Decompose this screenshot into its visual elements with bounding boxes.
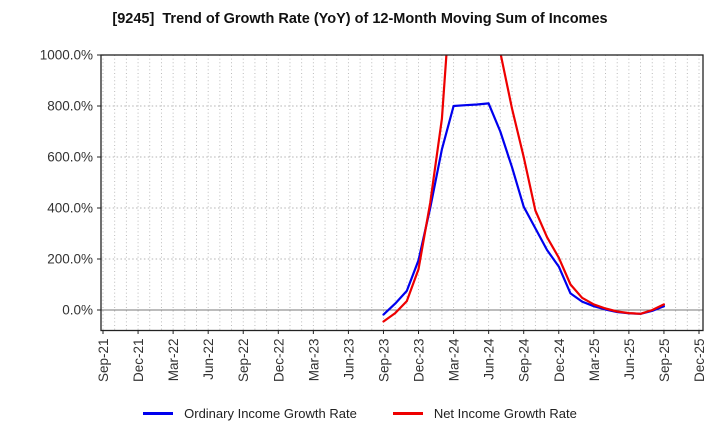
y-tick-label: 800.0% xyxy=(47,99,93,114)
x-tick-label: Mar-24 xyxy=(447,338,462,381)
y-tick-label: 0.0% xyxy=(62,303,93,318)
x-tick-label: Jun-22 xyxy=(201,339,216,380)
plot-border xyxy=(100,54,704,332)
legend: Ordinary Income Growth Rate Net Income G… xyxy=(0,401,720,425)
x-tick-label: Dec-21 xyxy=(131,339,146,383)
x-tick-label: Jun-24 xyxy=(482,338,497,380)
chart-title: [9245] Trend of Growth Rate (YoY) of 12-… xyxy=(112,11,608,27)
x-tick-label: Sep-24 xyxy=(517,338,532,382)
x-tick-label: Dec-25 xyxy=(692,339,707,383)
x-tick-label: Dec-24 xyxy=(552,338,567,382)
x-tick-label: Mar-23 xyxy=(306,339,321,382)
x-tick-label: Sep-21 xyxy=(96,339,111,383)
x-tick-label: Sep-22 xyxy=(236,339,251,383)
legend-item-net-income: Net Income Growth Rate xyxy=(392,405,577,421)
x-tick-label: Sep-25 xyxy=(657,339,672,383)
legend-swatch-net-line xyxy=(392,411,423,415)
x-tick-label: Mar-25 xyxy=(587,339,602,382)
x-tick-label: Sep-23 xyxy=(376,339,391,383)
x-tick-label: Mar-22 xyxy=(166,339,181,382)
legend-label-net: Net Income Growth Rate xyxy=(433,405,577,421)
y-tick-label: 1000.0% xyxy=(40,48,93,63)
y-tick-label: 600.0% xyxy=(47,150,93,165)
legend-swatch-ordinary-line xyxy=(143,411,174,415)
legend-item-ordinary-income: Ordinary Income Growth Rate xyxy=(143,407,357,420)
legend-label-ordinary: Ordinary Income Growth Rate xyxy=(184,405,357,421)
y-tick-label: 200.0% xyxy=(47,252,93,267)
x-tick-label: Jun-25 xyxy=(622,339,637,380)
y-tick-label: 400.0% xyxy=(47,201,93,216)
series-line-net-income xyxy=(382,55,666,323)
x-tick-label: Dec-23 xyxy=(412,339,427,383)
x-tick-label: Dec-22 xyxy=(271,339,286,383)
x-tick-label: Jun-23 xyxy=(341,339,356,380)
